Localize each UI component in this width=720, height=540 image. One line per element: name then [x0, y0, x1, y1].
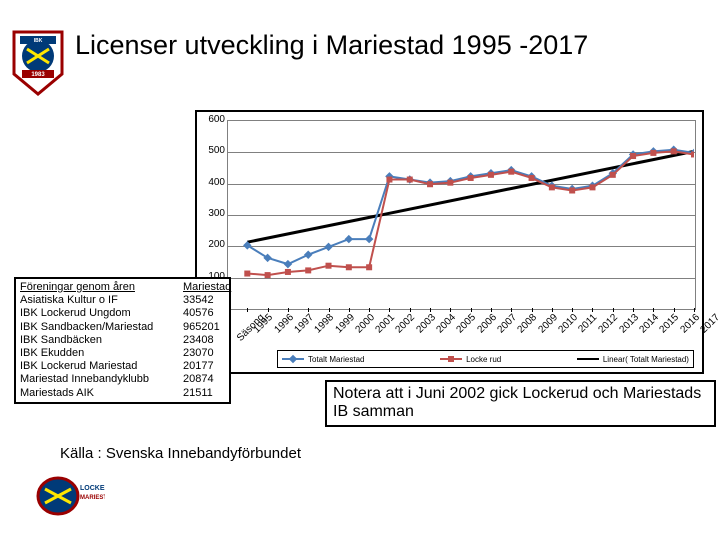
legend-item-lockerud: Locke rud: [440, 355, 501, 364]
club-name: IBK Lockerud Mariestad: [20, 360, 183, 373]
svg-text:1983: 1983: [31, 72, 45, 78]
clubs-row: IBK Ekudden23070: [20, 347, 225, 360]
clubs-row: IBK Lockerud Ungdom40576: [20, 307, 225, 320]
x-tick-label: 2006: [475, 312, 499, 336]
x-tick-label: 2002: [394, 312, 418, 336]
x-tick-label: 2014: [638, 312, 662, 336]
x-tick-label: 2001: [374, 312, 398, 336]
x-tick-label: 2008: [516, 312, 540, 336]
clubs-row: Mariestads AIK21511: [20, 387, 225, 400]
clubs-header-name: Föreningar genom åren: [20, 281, 183, 294]
clubs-table: Föreningar genom åren Mariestad Asiatisk…: [14, 277, 231, 404]
legend-item-totalt: Totalt Mariestad: [282, 355, 364, 364]
club-name: IBK Sandbacken/Mariestad: [20, 321, 183, 334]
x-tick-label: 2000: [353, 312, 377, 336]
club-name: IBK Sandbäcken: [20, 334, 183, 347]
y-tick-label: 400: [201, 177, 225, 188]
club-name: IBK Lockerud Ungdom: [20, 307, 183, 320]
club-name: Asiatiska Kultur o IF: [20, 294, 183, 307]
club-code: 23070: [183, 347, 225, 360]
x-tick-label: 1996: [272, 312, 296, 336]
x-tick-label: 1998: [313, 312, 337, 336]
legend-label-trend: Linear( Totalt Mariestad): [603, 355, 689, 364]
x-tick-label: 2004: [435, 312, 459, 336]
chart-container: Totalt Mariestad Locke rud Linear( Total…: [195, 110, 704, 374]
club-code: 21511: [183, 387, 225, 400]
clubs-row: IBK Sandbacken/Mariestad965201: [20, 321, 225, 334]
club-name: Mariestad Innebandyklubb: [20, 373, 183, 386]
x-tick-label: 2017: [699, 312, 720, 336]
y-tick-label: 600: [201, 114, 225, 125]
chart-legend: Totalt Mariestad Locke rud Linear( Total…: [277, 350, 694, 368]
svg-text:LOCKERUD: LOCKERUD: [80, 485, 105, 492]
club-code: 20874: [183, 373, 225, 386]
y-tick-label: 500: [201, 145, 225, 156]
club-code: 33542: [183, 294, 225, 307]
clubs-row: Asiatiska Kultur o IF33542: [20, 294, 225, 307]
club-name: IBK Ekudden: [20, 347, 183, 360]
x-tick-label: 1999: [333, 312, 357, 336]
x-tick-label: 2013: [617, 312, 641, 336]
chart-plot-area: [227, 120, 696, 310]
x-tick-label: 2016: [678, 312, 702, 336]
club-logo: 1983 IBK: [10, 30, 66, 96]
y-tick-label: 300: [201, 208, 225, 219]
x-tick-label: 2015: [658, 312, 682, 336]
club-code: 40576: [183, 307, 225, 320]
clubs-header-code: Mariestad: [183, 281, 225, 294]
page-title: Licenser utveckling i Mariestad 1995 -20…: [75, 30, 700, 61]
svg-text:IBK: IBK: [34, 38, 43, 44]
club-code: 23408: [183, 334, 225, 347]
clubs-row: IBK Lockerud Mariestad20177: [20, 360, 225, 373]
legend-item-trend: Linear( Totalt Mariestad): [577, 355, 689, 364]
x-tick-label: 2003: [414, 312, 438, 336]
clubs-row: IBK Sandbäcken23408: [20, 334, 225, 347]
x-tick-label: 2012: [597, 312, 621, 336]
y-tick-label: 200: [201, 239, 225, 250]
club-code: 965201: [183, 321, 225, 334]
x-tick-label: 2011: [576, 312, 599, 335]
club-name: Mariestads AIK: [20, 387, 183, 400]
svg-text:MARIESTAD: MARIESTAD: [80, 495, 105, 501]
x-tick-label: 1997: [292, 312, 316, 336]
legend-label-totalt: Totalt Mariestad: [308, 355, 364, 364]
legend-label-lockerud: Locke rud: [466, 355, 501, 364]
footer-logo: LOCKERUD MARIESTAD: [35, 475, 105, 517]
x-tick-label: 2005: [455, 312, 479, 336]
club-code: 20177: [183, 360, 225, 373]
x-tick-label: 2010: [556, 312, 580, 336]
x-tick-label: 2007: [495, 312, 519, 336]
x-tick-label: 2009: [536, 312, 560, 336]
source-line: Källa : Svenska Innebandyförbundet: [60, 445, 301, 462]
clubs-row: Mariestad Innebandyklubb20874: [20, 373, 225, 386]
note-box: Notera att i Juni 2002 gick Lockerud och…: [325, 380, 716, 427]
